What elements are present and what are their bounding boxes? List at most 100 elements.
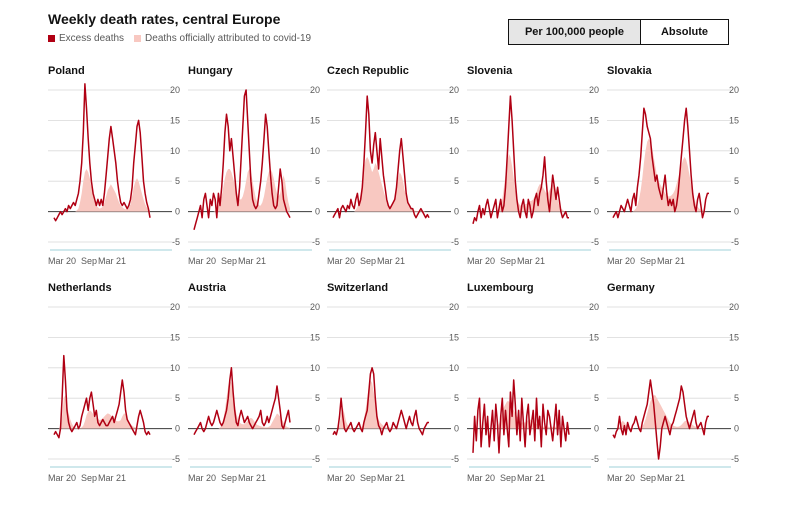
panel-label-hungary: Hungary (188, 65, 234, 77)
x-tick-label: Sep (81, 473, 97, 483)
y-tick-label: 0 (594, 424, 599, 434)
y-tick-label: 0 (454, 207, 459, 217)
panel-label-switzerland: Switzerland (327, 282, 388, 294)
y-tick-label: 15 (449, 115, 459, 125)
x-tick-label: Mar 21 (238, 256, 266, 266)
excess-deaths-line-luxembourg (472, 379, 570, 454)
y-tick-label: 10 (310, 146, 320, 156)
excess-deaths-line-czech-republic (332, 95, 430, 219)
y-tick-label: 5 (594, 176, 599, 186)
y-tick-label: 0 (315, 424, 320, 434)
page-title: Weekly death rates, central Europe (48, 11, 281, 27)
y-tick-label: 5 (175, 176, 180, 186)
x-tick-label: Mar 21 (517, 473, 545, 483)
y-tick-label: -5 (451, 454, 459, 464)
excess-deaths-line-switzerland (332, 367, 429, 436)
y-tick-label: 0 (734, 424, 739, 434)
y-tick-label: -5 (731, 454, 739, 464)
y-tick-label: 10 (170, 146, 180, 156)
x-tick-label: Mar 21 (377, 256, 405, 266)
x-tick-label: Mar 21 (377, 473, 405, 483)
y-tick-label: 5 (734, 393, 739, 403)
x-tick-label: Mar 20 (467, 256, 495, 266)
x-tick-label: Mar 21 (98, 473, 126, 483)
y-tick-label: 5 (734, 176, 739, 186)
legend: Excess deaths Deaths officially attribut… (48, 33, 321, 44)
official-deaths-area-slovakia (613, 138, 709, 212)
x-tick-label: Mar 21 (657, 256, 685, 266)
y-tick-label: 5 (454, 393, 459, 403)
y-tick-label: 20 (449, 85, 459, 95)
y-tick-label: 0 (734, 207, 739, 217)
y-tick-label: 20 (729, 85, 739, 95)
y-tick-label: 5 (594, 393, 599, 403)
official-deaths-area-germany (613, 395, 709, 429)
legend-excess-label: Excess deaths (59, 33, 125, 44)
x-tick-label: Mar 20 (188, 473, 216, 483)
y-tick-label: 20 (310, 302, 320, 312)
x-tick-label: Mar 20 (467, 473, 495, 483)
x-tick-label: Mar 21 (98, 256, 126, 266)
x-tick-label: Mar 20 (327, 256, 355, 266)
y-tick-label: 15 (729, 115, 739, 125)
x-tick-label: Mar 20 (607, 473, 635, 483)
y-tick-label: 0 (454, 424, 459, 434)
y-tick-label: -5 (312, 454, 320, 464)
x-tick-label: Mar 21 (238, 473, 266, 483)
panel-label-netherlands: Netherlands (48, 282, 112, 294)
y-tick-label: 20 (310, 85, 320, 95)
excess-deaths-line-slovenia (472, 95, 569, 224)
per-100k-button[interactable]: Per 100,000 people (508, 19, 641, 45)
y-tick-label: 20 (729, 302, 739, 312)
y-tick-label: 0 (175, 424, 180, 434)
panel-label-slovenia: Slovenia (467, 65, 513, 77)
x-tick-label: Mar 21 (517, 256, 545, 266)
y-tick-label: 15 (589, 115, 599, 125)
legend-official: Deaths officially attributed to covid-19 (134, 33, 311, 44)
y-tick-label: 20 (170, 85, 180, 95)
y-tick-label: -5 (312, 237, 320, 247)
y-tick-label: 5 (454, 176, 459, 186)
x-tick-label: Sep (500, 256, 516, 266)
y-tick-label: 15 (449, 332, 459, 342)
y-tick-label: 15 (729, 332, 739, 342)
y-tick-label: -5 (591, 454, 599, 464)
official-deaths-area-austria (194, 380, 290, 429)
y-tick-label: 0 (594, 207, 599, 217)
x-tick-label: Sep (360, 256, 376, 266)
y-tick-label: 0 (315, 207, 320, 217)
y-tick-label: -5 (172, 454, 180, 464)
y-tick-label: 10 (589, 363, 599, 373)
y-tick-label: -5 (731, 237, 739, 247)
absolute-button[interactable]: Absolute (640, 19, 729, 45)
excess-deaths-line-netherlands (53, 354, 151, 439)
y-tick-label: 15 (310, 115, 320, 125)
x-tick-label: Mar 20 (327, 473, 355, 483)
x-tick-label: Sep (500, 473, 516, 483)
excess-deaths-line-hungary (193, 89, 291, 230)
excess-deaths-line-poland (53, 83, 151, 222)
x-tick-label: Mar 20 (607, 256, 635, 266)
y-tick-label: 20 (170, 302, 180, 312)
legend-excess: Excess deaths (48, 33, 124, 44)
y-tick-label: 0 (175, 207, 180, 217)
official-deaths-area-netherlands (54, 395, 150, 429)
official-deaths-area-poland (54, 169, 150, 212)
excess-swatch-icon (48, 35, 55, 42)
y-tick-label: 10 (449, 146, 459, 156)
y-tick-label: 10 (729, 363, 739, 373)
panel-label-austria: Austria (188, 282, 227, 294)
y-tick-label: 10 (310, 363, 320, 373)
excess-deaths-line-slovakia (612, 107, 709, 219)
official-deaths-area-slovenia (473, 153, 569, 212)
official-deaths-area-hungary (194, 169, 290, 212)
y-tick-label: 20 (449, 302, 459, 312)
official-swatch-icon (134, 35, 142, 42)
x-tick-label: Mar 20 (48, 256, 76, 266)
y-tick-label: 20 (589, 302, 599, 312)
legend-official-label: Deaths officially attributed to covid-19 (145, 33, 312, 44)
panel-label-poland: Poland (48, 65, 85, 77)
y-tick-label: -5 (591, 237, 599, 247)
x-tick-label: Sep (221, 473, 237, 483)
